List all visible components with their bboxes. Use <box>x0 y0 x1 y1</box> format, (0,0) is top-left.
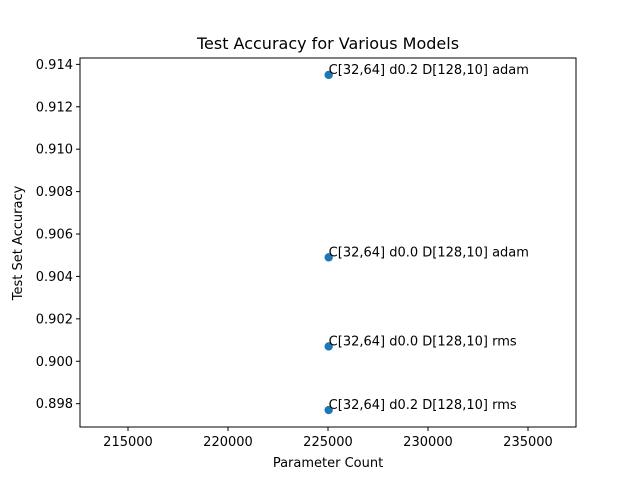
data-point <box>324 405 333 415</box>
x-tick-label: 225000 <box>303 435 353 450</box>
x-axis: 215000 220000 225000 230000 235000 <box>103 427 553 450</box>
y-tick-label: 0.910 <box>36 143 73 158</box>
data-point-label: C[32,64] d0.2 D[128,10] adam <box>329 63 529 78</box>
data-point-label: C[32,64] d0.2 D[128,10] rms <box>329 398 517 413</box>
y-tick-label: 0.908 <box>36 185 73 200</box>
y-tick-label: 0.904 <box>36 270 73 285</box>
x-tick-label: 215000 <box>103 435 153 450</box>
y-tick-label: 0.914 <box>36 58 73 73</box>
y-tick-label: 0.902 <box>36 312 73 327</box>
x-tick-label: 220000 <box>203 435 253 450</box>
y-tick-label: 0.912 <box>36 100 73 115</box>
data-point <box>324 70 333 80</box>
chart-title: Test Accuracy for Various Models <box>196 34 459 53</box>
data-point-label: C[32,64] d0.0 D[128,10] adam <box>329 245 529 260</box>
x-tick-label: 230000 <box>403 435 453 450</box>
data-point <box>324 253 333 262</box>
x-axis-label: Parameter Count <box>273 456 383 471</box>
y-axis: 0.898 0.900 0.902 0.904 0.906 0.908 0.910 0.912… <box>36 58 80 412</box>
data-point <box>324 342 333 351</box>
y-tick-label: 0.898 <box>36 397 73 412</box>
data-point-label: C[32,64] d0.0 D[128,10] rms <box>329 334 517 349</box>
y-axis-label: Test Set Accuracy <box>11 185 26 301</box>
plot-area: C[32,64] d0.2 D[128,10] adam C[32,64] d0.… <box>324 63 529 415</box>
y-tick-label: 0.906 <box>36 228 73 243</box>
x-tick-label: 235000 <box>503 435 553 450</box>
y-tick-label: 0.900 <box>36 355 73 370</box>
